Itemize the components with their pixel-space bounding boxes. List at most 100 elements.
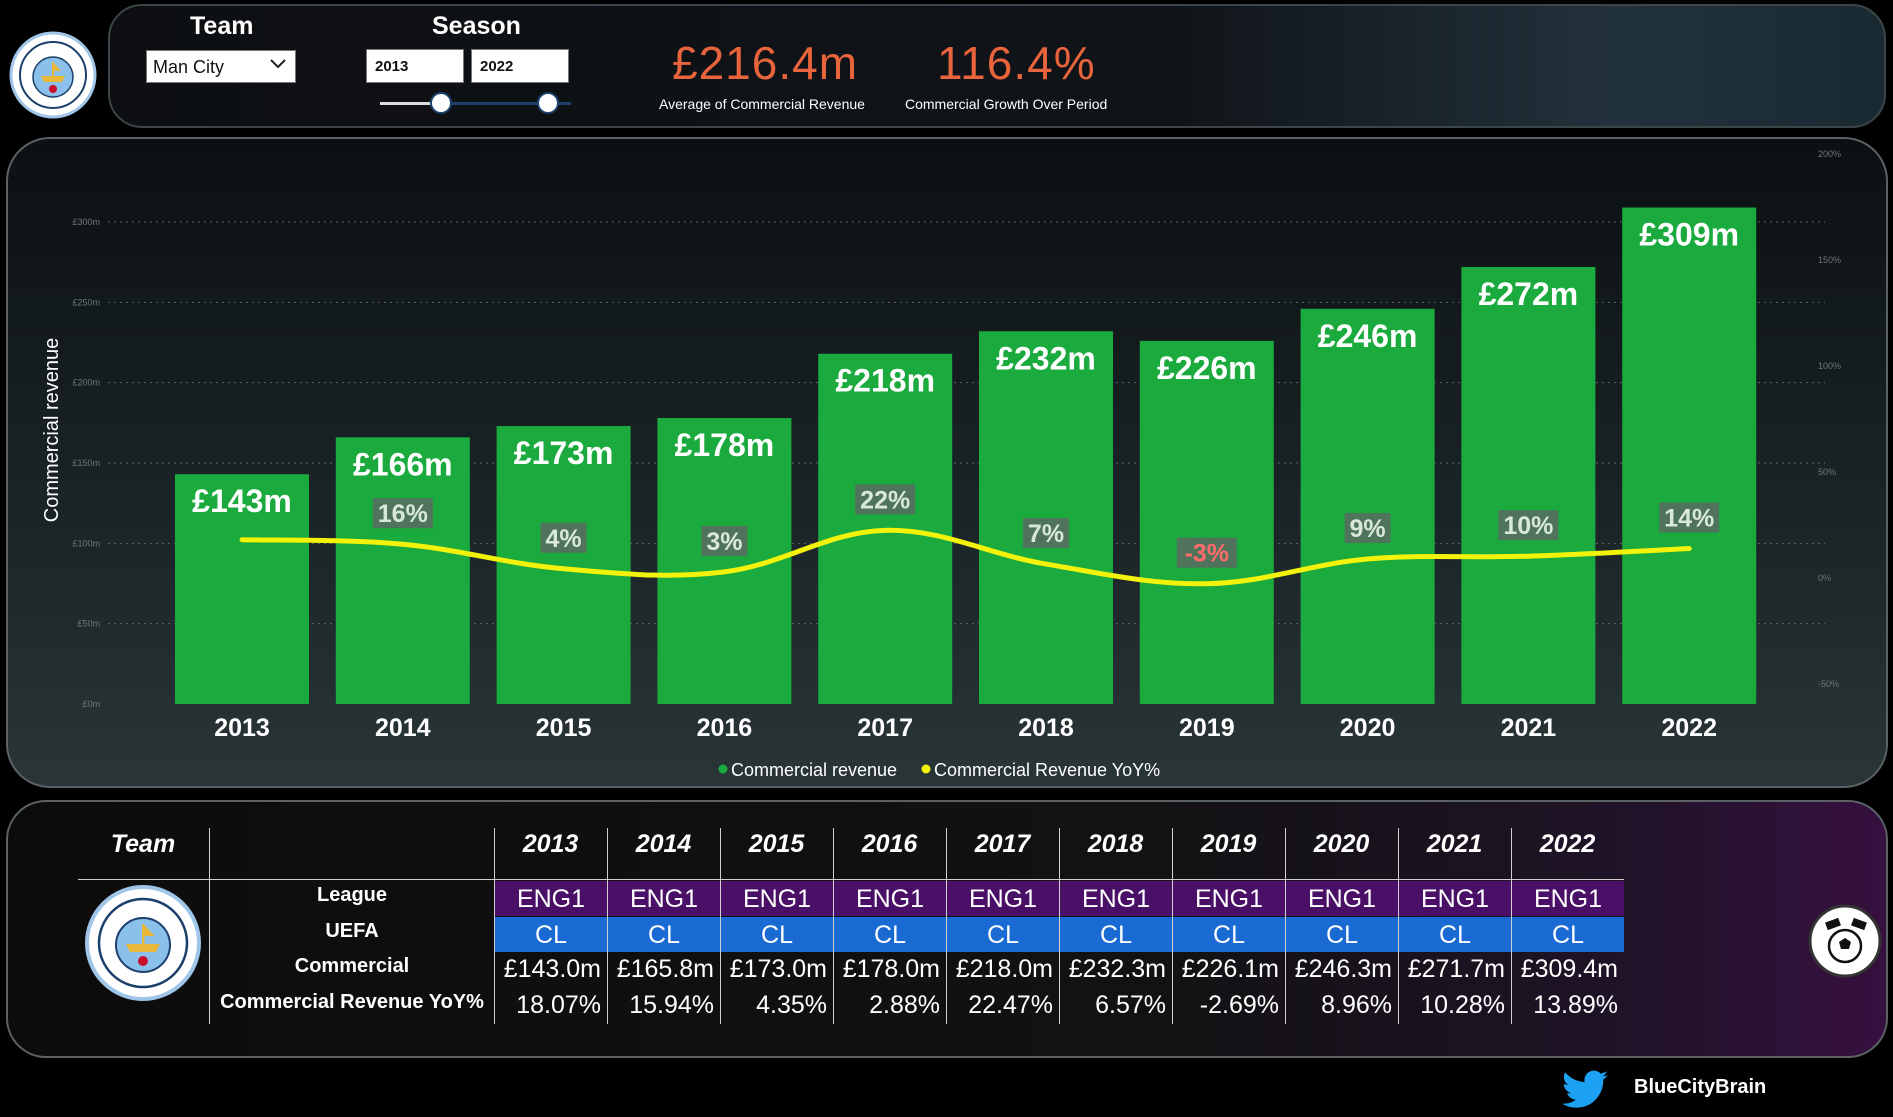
twitter-bird-icon[interactable] [1562, 1070, 1610, 1117]
y2-axis-tick-label: 150% [1818, 255, 1841, 265]
y2-axis-tick-label: 0% [1818, 573, 1831, 583]
table-header-year: 2014 [635, 830, 692, 858]
table-cell-league: ENG1 [1399, 881, 1511, 916]
season-slider-start-handle[interactable] [430, 92, 452, 114]
table-cell-yoy: 4.35% [756, 991, 827, 1019]
season-slider-track[interactable] [380, 102, 571, 105]
table-cell-uefa: CL [834, 917, 946, 952]
table-header-year: 2015 [748, 830, 805, 858]
y2-axis-tick-label: 200% [1818, 149, 1841, 159]
y2-axis-tick-label: 50% [1818, 467, 1836, 477]
x-axis-tick-label: 2014 [375, 714, 431, 742]
yoy-label-bg [1344, 513, 1391, 544]
x-axis-tick-label: 2022 [1661, 714, 1717, 742]
yoy-label-bg [1659, 502, 1720, 533]
bar [1139, 340, 1274, 704]
table-column-divider [833, 828, 834, 1024]
x-axis-tick-label: 2019 [1179, 714, 1235, 742]
table-column-divider [1172, 828, 1173, 1024]
bar-data-label: £173m [514, 435, 614, 471]
table-header-year: 2019 [1200, 830, 1257, 858]
table-column-divider [494, 828, 495, 1024]
table-column-divider [1511, 828, 1512, 1024]
yoy-data-label: 3% [706, 528, 742, 556]
table-cell-commercial: £309.4m [1520, 955, 1618, 983]
table-cell-yoy: -2.69% [1199, 991, 1279, 1019]
table-cell-league: ENG1 [1512, 881, 1624, 916]
legend-label-yoy: Commercial Revenue YoY% [934, 760, 1160, 780]
bar-data-label: £226m [1157, 350, 1257, 386]
x-axis-tick-label: 2013 [214, 714, 270, 742]
table-header-year: 2017 [974, 830, 1031, 858]
legend-marker-revenue [718, 764, 728, 774]
season-slider-end-handle[interactable] [537, 92, 559, 114]
bar [1622, 207, 1757, 705]
x-axis-tick-label: 2021 [1501, 714, 1557, 742]
season-end-input[interactable]: 2022 [471, 49, 569, 83]
bar [1300, 308, 1435, 704]
bar-data-label: £232m [996, 340, 1096, 376]
table-cell-yoy: 18.07% [516, 991, 601, 1019]
table-row-label: UEFA [325, 920, 379, 942]
table-column-divider [946, 828, 947, 1024]
yoy-data-label: -3% [1185, 540, 1229, 568]
legend-label-revenue: Commercial revenue [731, 760, 897, 780]
team-dropdown[interactable]: Man City [146, 50, 296, 83]
table-header-year: 2016 [861, 830, 918, 858]
y-axis-tick-label: £50m [77, 619, 100, 629]
bar-data-label: £309m [1639, 217, 1739, 253]
season-slider-range [380, 102, 442, 105]
bar [335, 437, 470, 704]
table-cell-yoy: 15.94% [629, 991, 714, 1019]
bar-data-label: £143m [192, 483, 292, 519]
bar-data-label: £246m [1318, 318, 1418, 354]
bar [1461, 266, 1596, 704]
yoy-data-label: 7% [1028, 520, 1064, 548]
yoy-data-label: 16% [378, 500, 428, 528]
table-cell-uefa: CL [1399, 917, 1511, 952]
x-axis-tick-label: 2020 [1340, 714, 1396, 742]
table-column-divider [1059, 828, 1060, 1024]
table-header-year: 2022 [1539, 830, 1596, 858]
table-cell-league: ENG1 [947, 881, 1059, 916]
table-cell-yoy: 6.57% [1095, 991, 1166, 1019]
yoy-label-bg [372, 498, 433, 529]
table-cell-uefa: CL [721, 917, 833, 952]
table-cell-uefa: CL [1286, 917, 1398, 952]
table-cell-uefa: CL [947, 917, 1059, 952]
y-axis-tick-label: £150m [72, 458, 100, 468]
yoy-label-bg [1023, 518, 1069, 549]
table-cell-league: ENG1 [608, 881, 720, 916]
team-filter-label: Team [190, 12, 254, 40]
club-crest-logo [8, 30, 98, 120]
table-column-divider [607, 828, 608, 1024]
table-header-divider [78, 879, 1624, 880]
yoy-data-label: 4% [546, 525, 582, 553]
table-cell-league: ENG1 [1173, 881, 1285, 916]
y-axis-tick-label: £0m [82, 699, 100, 709]
table-cell-commercial: £226.1m [1181, 955, 1279, 983]
table-header-year: 2021 [1426, 830, 1483, 858]
team-dropdown-value: Man City [153, 57, 225, 77]
table-cell-league: ENG1 [1060, 881, 1172, 916]
bar-data-label: £272m [1479, 276, 1579, 312]
club-crest-logo [84, 884, 202, 1007]
x-axis-tick-label: 2015 [536, 714, 592, 742]
table-cell-uefa: CL [1173, 917, 1285, 952]
yoy-data-label: 22% [860, 486, 910, 514]
table-cell-commercial: £246.3m [1294, 955, 1392, 983]
kpi-growth-value: 116.4% [937, 37, 1096, 89]
table-cell-commercial: £271.7m [1407, 955, 1505, 983]
table-cell-league: ENG1 [1286, 881, 1398, 916]
season-start-input[interactable]: 2013 [366, 49, 464, 83]
kpi-average-revenue-label: Average of Commercial Revenue [659, 96, 865, 112]
table-header-year: 2020 [1313, 830, 1370, 858]
bar-data-label: £218m [835, 363, 935, 399]
y-axis-tick-label: £300m [72, 217, 100, 227]
table-column-divider [1285, 828, 1286, 1024]
table-cell-league: ENG1 [721, 881, 833, 916]
yoy-line [239, 527, 1692, 587]
yoy-label-bg [701, 525, 748, 556]
y-axis-tick-label: £200m [72, 378, 100, 388]
